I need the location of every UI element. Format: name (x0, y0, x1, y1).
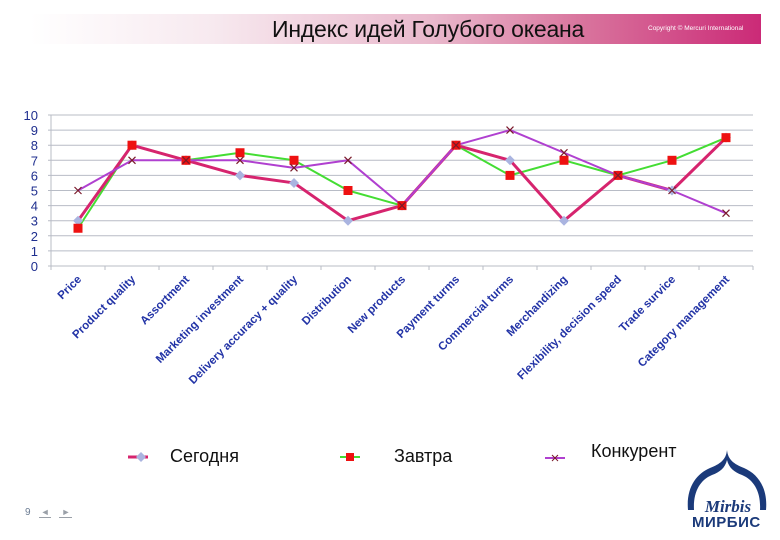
previous-slide-button[interactable]: ◄ (38, 507, 52, 518)
y-tick-label: 7 (31, 153, 38, 168)
x-marker-icon (614, 171, 622, 180)
y-tick-label: 9 (31, 123, 38, 138)
y-tick-label: 0 (31, 259, 38, 274)
y-tick-label: 3 (31, 214, 38, 229)
svg-text:Mirbis: Mirbis (704, 497, 752, 516)
square-marker-icon (721, 133, 731, 143)
pink-line-diamond-icon (128, 451, 148, 462)
x-marker-icon (344, 156, 352, 165)
slide-navigation: 9 ◄ ► (25, 507, 73, 518)
legend-item-today: Сегодня (128, 446, 239, 467)
square-marker-icon (127, 140, 137, 150)
mirbis-logo-dome-icon: Mirbis (687, 450, 767, 516)
green-line-square-icon (340, 452, 360, 461)
x-marker-icon (290, 163, 298, 172)
purple-line-x-icon (545, 454, 565, 462)
y-tick-label: 1 (31, 244, 38, 259)
x-marker-icon (560, 148, 568, 157)
diamond-marker-icon (505, 155, 515, 166)
x-marker-icon (452, 141, 460, 150)
x-category-label: Assortment (138, 274, 192, 328)
legend-item-competitor: Конкурент (545, 440, 677, 468)
x-marker-icon (74, 186, 82, 195)
page-title: Индекс идей Голубого океана (272, 16, 585, 42)
x-marker-icon (668, 186, 676, 195)
y-tick-label: 10 (24, 108, 38, 123)
x-marker-icon (182, 156, 190, 165)
x-marker-icon (128, 156, 136, 165)
x-category-label: Delivery accuracy + quality (187, 273, 301, 387)
logo-text: МИРБИС (692, 514, 761, 531)
diamond-marker-icon (559, 215, 569, 226)
x-category-label: Trade survice (617, 274, 678, 335)
legend-item-tomorrow: Завтра (340, 446, 452, 467)
y-tick-label: 5 (31, 184, 38, 199)
y-tick-label: 4 (31, 199, 38, 214)
x-category-label: Marketing investment (154, 274, 246, 366)
series-tomorrow-line (77, 136, 727, 229)
page-number: 9 (25, 507, 31, 518)
x-category-label: New products (346, 274, 408, 336)
legend-label: Конкурент (591, 440, 677, 461)
x-marker-icon (398, 201, 406, 210)
title-banner (30, 14, 761, 44)
x-category-label: Price (56, 274, 84, 302)
square-marker-icon (235, 148, 245, 158)
diamond-marker-icon (343, 215, 353, 226)
x-marker-icon (506, 126, 514, 135)
square-marker-icon (343, 186, 353, 195)
x-category-label: Distribution (300, 274, 354, 328)
x-category-label: Flexibility, decision speed (515, 274, 624, 383)
square-marker-icon (559, 155, 569, 165)
square-marker-icon (667, 155, 677, 165)
diamond-marker-icon (73, 215, 83, 226)
square-marker-icon (505, 170, 515, 180)
square-marker-icon (289, 155, 299, 165)
x-category-label: Category management (636, 274, 732, 370)
next-slide-button[interactable]: ► (59, 507, 73, 518)
diamond-marker-icon (235, 170, 245, 181)
x-marker-icon (722, 209, 730, 218)
y-tick-label: 8 (31, 138, 38, 153)
legend-label: Завтра (394, 446, 453, 466)
copyright-text: Copyright © Mercuri International (648, 25, 744, 32)
y-tick-label: 2 (31, 229, 38, 244)
x-marker-icon (236, 156, 244, 165)
square-marker-icon (73, 223, 83, 233)
diamond-marker-icon (289, 177, 299, 188)
y-tick-label: 6 (31, 168, 38, 183)
legend-label: Сегодня (170, 446, 239, 466)
